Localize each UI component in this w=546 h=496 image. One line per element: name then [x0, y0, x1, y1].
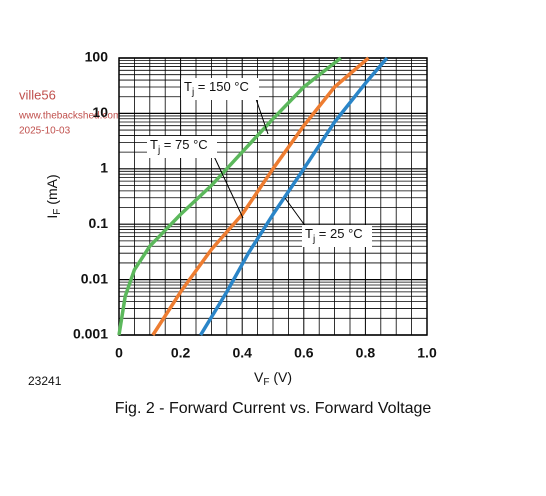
series-label-main: T — [184, 79, 192, 94]
figure-code: 23241 — [28, 374, 62, 388]
watermark: ville56 — [19, 87, 56, 102]
series-label-sub: j — [157, 145, 160, 156]
x-tick-label: 0.6 — [294, 345, 314, 361]
x-axis-label: VF (V) — [254, 369, 292, 388]
watermark: www.thebackshed.com — [18, 111, 121, 122]
series-line — [151, 56, 370, 336]
x-axis-label-sub: F — [263, 377, 269, 388]
x-tick-label: 0.2 — [171, 345, 191, 361]
series-label: Tj = 25 °C — [305, 226, 363, 244]
series-label-sub: j — [312, 234, 315, 245]
y-tick-label: 1 — [100, 160, 108, 176]
series-line — [117, 56, 342, 336]
series-label-text: = 25 °C — [315, 226, 362, 241]
x-axis-label-text: (V) — [269, 369, 292, 385]
annotation-bg — [181, 78, 259, 100]
x-tick-label: 1.0 — [417, 345, 437, 361]
x-tick-label: 0 — [115, 345, 123, 361]
annotation-bg — [302, 225, 372, 247]
y-axis-label-sub: F — [52, 209, 63, 215]
y-axis-label-text: (mA) — [44, 174, 60, 208]
series-label-text: = 75 °C — [160, 137, 207, 152]
annotation-bg — [147, 136, 217, 158]
series-label-main: T — [305, 226, 313, 241]
series-label-text: = 150 °C — [194, 79, 249, 94]
series-label: Tj = 75 °C — [150, 137, 208, 155]
caption: Fig. 2 - Forward Current vs. Forward Vol… — [115, 400, 432, 417]
x-axis-label-main: V — [254, 369, 264, 385]
series-label: Tj = 150 °C — [184, 79, 249, 97]
y-tick-label: 10 — [92, 104, 108, 120]
plot-frame — [118, 57, 428, 336]
y-tick-label: 0.1 — [89, 215, 109, 231]
y-tick-label: 0.001 — [73, 326, 108, 342]
y-tick-label: 100 — [85, 49, 109, 65]
leader-line — [211, 151, 244, 219]
series-label-sub: j — [191, 87, 194, 98]
x-tick-label: 0.8 — [356, 345, 376, 361]
x-tick-label: 0.4 — [232, 345, 252, 361]
y-axis-label-main: I — [44, 215, 60, 219]
leader-line — [254, 95, 269, 135]
series-label-main: T — [150, 137, 158, 152]
leader-line — [284, 197, 307, 228]
y-axis-label: IF (mA) — [44, 174, 63, 218]
series-line — [199, 56, 389, 336]
watermark: 2025-10-03 — [19, 126, 71, 137]
y-tick-label: 0.01 — [81, 270, 108, 286]
